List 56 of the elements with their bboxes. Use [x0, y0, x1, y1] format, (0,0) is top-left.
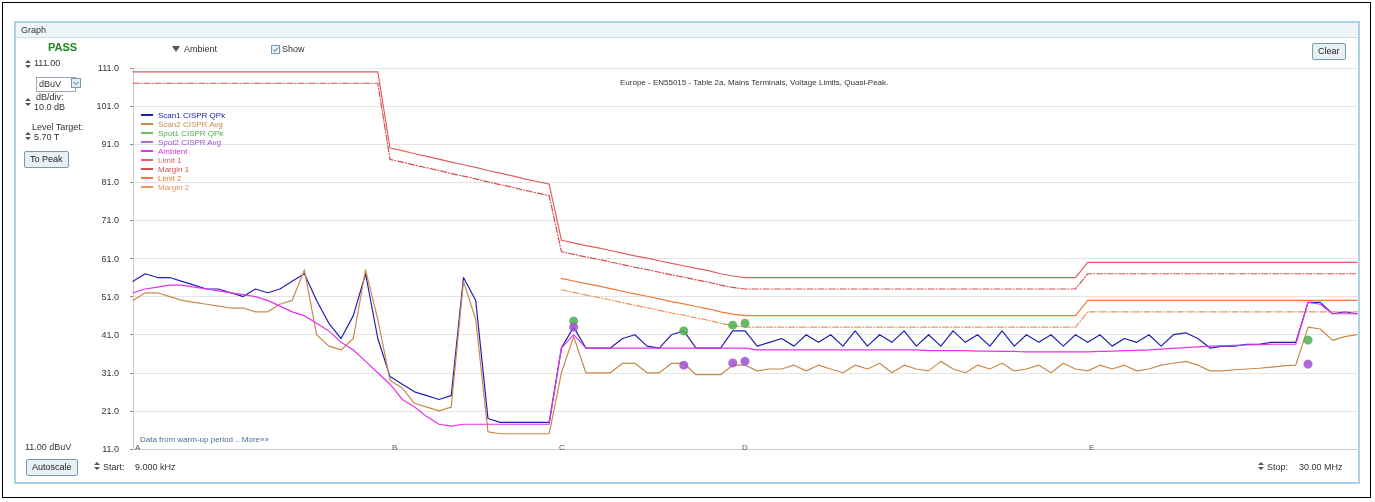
- legend-label: Spot1 CISPR QPk: [158, 128, 225, 138]
- legend-label: Margin 2: [158, 182, 190, 192]
- y-tick-label: 41.0: [101, 329, 119, 340]
- legend-label: Ambient: [158, 146, 189, 156]
- text: 10.0 dB: [34, 102, 66, 113]
- text: dBuV: [36, 77, 76, 92]
- point: [1303, 359, 1313, 369]
- text: 11.00 dBuV: [25, 442, 72, 453]
- text: Autoscale: [26, 459, 78, 476]
- point: [740, 318, 750, 328]
- annotation: E: [1089, 442, 1095, 453]
- annotation: B: [392, 442, 398, 453]
- line-series: [560, 289, 1358, 328]
- text: Level Target:: [32, 122, 84, 133]
- y-tick-label: 91.0: [101, 139, 119, 150]
- point: [569, 322, 579, 332]
- point: [728, 320, 738, 330]
- legend-label: Limit 1: [158, 155, 183, 165]
- text: 30.00 MHz: [1299, 462, 1343, 473]
- text: Clear: [1312, 43, 1346, 60]
- text: 111.00: [34, 58, 61, 69]
- point: [679, 360, 689, 370]
- legend-label: Scan1 CISPR QPk: [158, 110, 227, 120]
- text: dB/div:: [36, 92, 64, 103]
- point: [679, 326, 689, 336]
- text: To Peak: [24, 151, 69, 168]
- annotation: A: [135, 442, 141, 453]
- legend-label: Limit 2: [158, 173, 183, 183]
- annotation: Data from warm-up period .. More»»: [140, 434, 269, 445]
- y-tick-label: 101.0: [96, 101, 119, 112]
- text: Ambient: [184, 44, 218, 55]
- y-tick-label: 31.0: [101, 367, 119, 378]
- line-series: [560, 277, 1358, 317]
- text: 9.000 kHz: [135, 462, 176, 473]
- legend-label: Margin 1: [158, 164, 190, 174]
- text: 5.70 T: [34, 132, 60, 143]
- y-tick-label: 11.0: [102, 444, 119, 454]
- y-tick-label: 61.0: [101, 253, 119, 264]
- legend-label: Scan2 CISPR Avg: [158, 119, 223, 129]
- y-tick-label: 51.0: [101, 291, 119, 302]
- text: Start:: [103, 462, 125, 473]
- text: Stop:: [1267, 462, 1289, 473]
- y-tick-label: 21.0: [101, 405, 119, 416]
- y-tick-label: 71.0: [101, 215, 119, 226]
- y-tick-label: 111.0: [97, 63, 119, 73]
- text: Graph: [21, 25, 47, 36]
- annotation: C: [559, 442, 565, 453]
- text: Show: [282, 44, 305, 55]
- legend-label: Spot2 CISPR Avg: [158, 137, 221, 147]
- point: [740, 356, 750, 366]
- point: [1303, 335, 1313, 345]
- point: [728, 358, 738, 368]
- text: Europe - EN55015 - Table 2a, Mains Terminals, Voltage Limits, Quasi-Peak.: [620, 77, 889, 87]
- annotation: D: [742, 442, 748, 453]
- text: PASS: [48, 41, 78, 53]
- y-tick-label: 81.0: [101, 177, 119, 188]
